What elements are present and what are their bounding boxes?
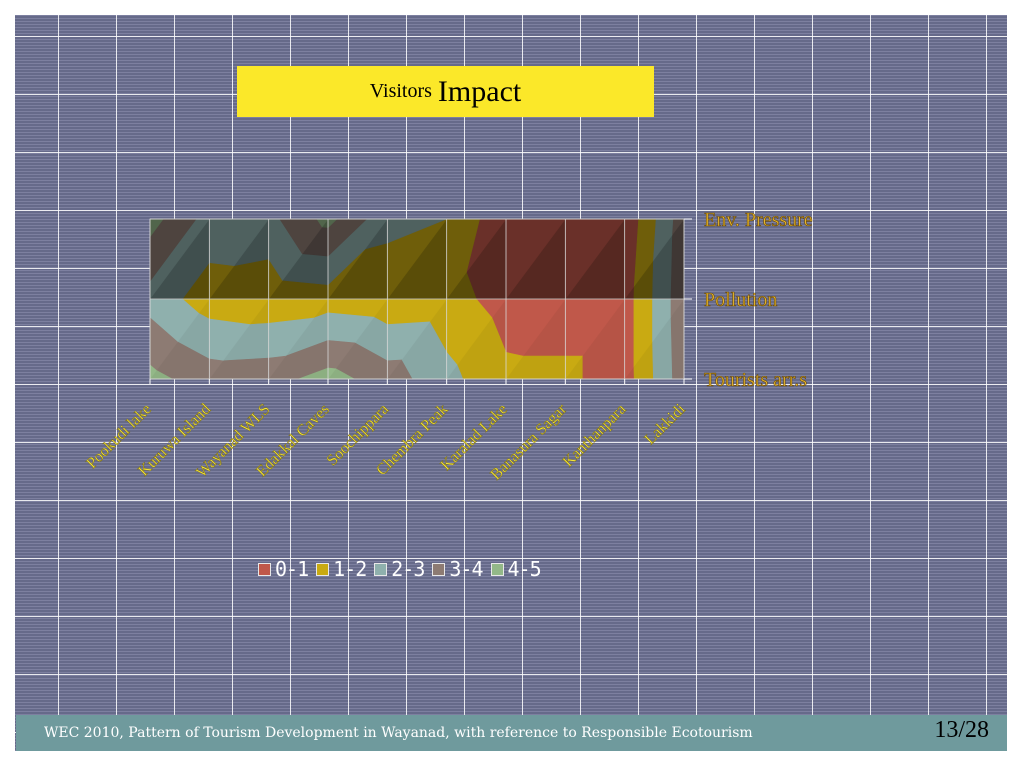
category-label: Kanthanpara (560, 401, 630, 471)
category-label: Lakkidi (642, 400, 690, 448)
legend-swatch (374, 562, 388, 576)
legend-item: 1-2 (316, 557, 367, 581)
series-label: Env. Pressure (704, 209, 813, 231)
legend-label: 0-1 (275, 557, 309, 581)
title-box: Visitors Impact (237, 66, 654, 117)
surface-band-0-1 (624, 298, 635, 380)
page-number: 13/28 (934, 717, 989, 743)
legend-swatch (432, 562, 446, 576)
slide-background: Visitors Impact (15, 15, 1007, 751)
footer-text: WEC 2010, Pattern of Tourism Development… (44, 725, 753, 741)
series-label: Tourists arr.s (704, 369, 807, 391)
legend-swatch (258, 562, 271, 576)
legend-label: 1-2 (333, 557, 367, 581)
legend-item: 2-3 (374, 557, 425, 581)
legend-item: 4-5 (490, 557, 542, 581)
legend-swatch (490, 562, 504, 576)
series-label: Pollution (704, 289, 777, 311)
footer-bar: WEC 2010, Pattern of Tourism Development… (16, 715, 1007, 751)
legend-swatch (316, 562, 330, 576)
chart-legend: 0-1 1-2 2-3 3-4 4-5 (258, 556, 542, 582)
legend-label: 4-5 (507, 557, 542, 581)
legend-item: 0-1 (258, 557, 309, 581)
title-word-small: Visitors (369, 80, 432, 102)
legend-label: 2-3 (391, 557, 425, 581)
title-word-big: Impact (437, 74, 522, 108)
legend-label: 3-4 (449, 557, 483, 581)
legend-item: 3-4 (432, 557, 484, 581)
